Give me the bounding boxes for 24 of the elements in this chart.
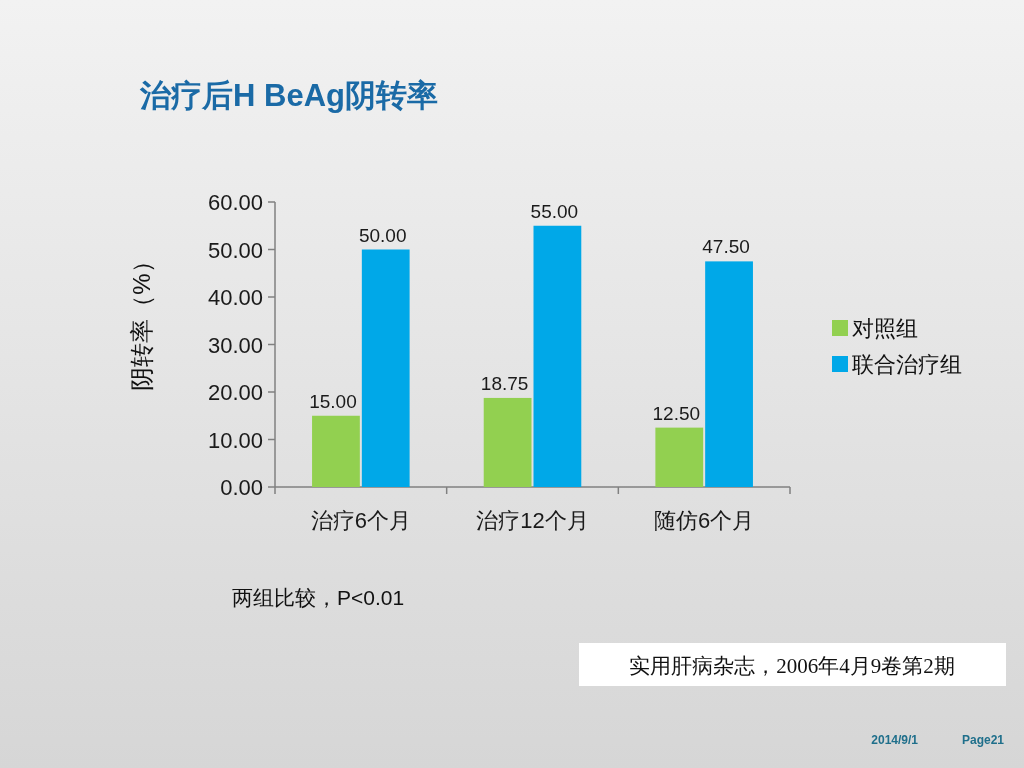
x-tick-label: 治疗12个月 bbox=[476, 508, 589, 533]
y-tick-label: 0.00 bbox=[220, 475, 263, 500]
annotation: 两组比较，P<0.01 bbox=[232, 586, 405, 609]
y-tick-label: 20.00 bbox=[207, 380, 263, 405]
y-tick-label: 50.00 bbox=[207, 237, 263, 263]
legend-label: 联合治疗组 bbox=[852, 351, 962, 377]
value-label: 12.50 bbox=[652, 402, 701, 424]
value-label: 50.00 bbox=[358, 224, 407, 246]
y-tick-label: 60.00 bbox=[207, 190, 263, 215]
annotation: Page21 bbox=[961, 733, 1004, 747]
x-tick-label: 随仿6个月 bbox=[654, 508, 755, 533]
y-axis-title: 阴转率（%） bbox=[128, 249, 155, 391]
value-label: 15.00 bbox=[309, 390, 357, 412]
y-tick-label: 10.00 bbox=[207, 427, 263, 453]
x-tick-label: 治疗6个月 bbox=[310, 508, 411, 533]
value-label: 18.75 bbox=[480, 372, 529, 394]
legend-label: 对照组 bbox=[852, 315, 918, 341]
y-tick-label: 30.00 bbox=[207, 332, 263, 358]
title: 治疗后H BeAg阴转率 bbox=[140, 78, 438, 113]
y-tick-label: 40.00 bbox=[207, 285, 263, 310]
value-label: 47.50 bbox=[702, 236, 750, 258]
annotation: 实用肝病杂志，2006年4月9卷第2期 bbox=[629, 654, 955, 678]
value-label: 55.00 bbox=[530, 200, 579, 222]
annotation: 2014/9/1 bbox=[871, 733, 918, 747]
